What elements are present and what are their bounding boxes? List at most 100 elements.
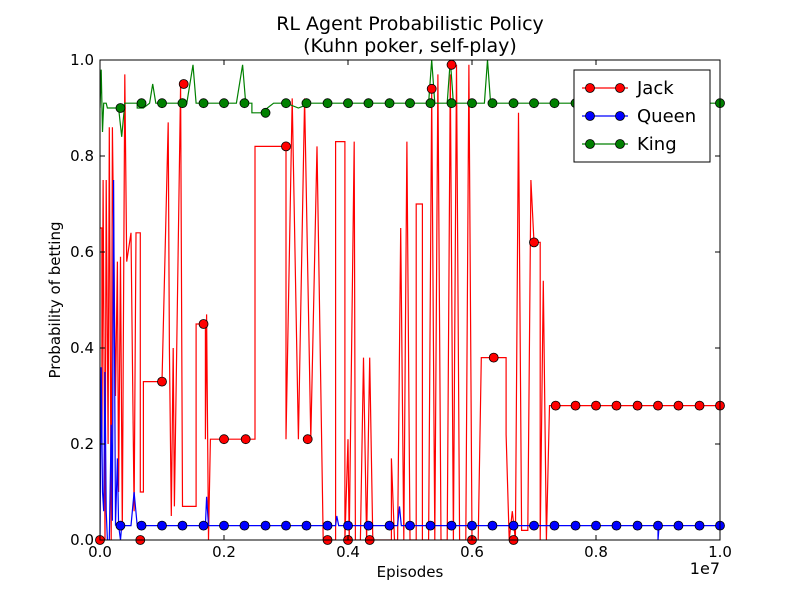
series-marker-king bbox=[219, 98, 229, 109]
axes-frame bbox=[99, 59, 721, 541]
series-marker-queen bbox=[198, 520, 209, 531]
series-marker-jack bbox=[157, 376, 167, 387]
series-marker-queen bbox=[570, 520, 581, 531]
series-marker-jack bbox=[570, 400, 581, 411]
series-marker-queen bbox=[653, 520, 663, 531]
y-tick-label: 0.4 bbox=[70, 339, 94, 357]
y-tick-label: 1.0 bbox=[70, 51, 94, 69]
series-marker-king bbox=[549, 98, 560, 109]
series-marker-jack bbox=[488, 352, 499, 363]
series-marker-king bbox=[177, 98, 188, 109]
legend: Jack Queen King bbox=[573, 69, 711, 163]
series-marker-king bbox=[384, 98, 395, 109]
series-marker-jack bbox=[694, 400, 705, 411]
legend-jack-label: Jack bbox=[636, 78, 674, 99]
series-marker-king bbox=[136, 98, 147, 109]
series-marker-queen bbox=[177, 520, 188, 531]
series-marker-queen bbox=[384, 520, 395, 531]
series-marker-king bbox=[467, 98, 477, 109]
series-marker-jack bbox=[426, 83, 437, 94]
series-marker-jack bbox=[198, 319, 209, 329]
series-marker-queen bbox=[467, 520, 477, 531]
series-marker-queen bbox=[446, 520, 457, 531]
x-tick-label: 0.4 bbox=[336, 543, 360, 561]
series-marker-queen bbox=[157, 520, 167, 531]
series-marker-king bbox=[260, 107, 271, 118]
x-axis-offset-label: 1e7 bbox=[690, 559, 720, 578]
legend-queen-marker bbox=[615, 111, 625, 121]
x-tick-label: 0.0 bbox=[88, 543, 112, 561]
series-marker-queen bbox=[487, 520, 498, 531]
series-marker-queen bbox=[115, 520, 126, 531]
y-tick-label: 0.2 bbox=[70, 435, 94, 453]
series-marker-jack bbox=[611, 400, 622, 411]
x-tick-label: 0.2 bbox=[212, 543, 236, 561]
legend-queen-marker bbox=[585, 111, 595, 121]
series-marker-queen bbox=[281, 520, 291, 531]
series-marker-queen bbox=[632, 520, 643, 531]
series-marker-jack bbox=[653, 400, 663, 411]
x-tick-label: 0.6 bbox=[460, 543, 484, 561]
series-marker-queen bbox=[301, 520, 312, 531]
series-marker-king bbox=[322, 98, 333, 109]
series-marker-king bbox=[446, 98, 457, 109]
series-marker-queen bbox=[549, 520, 560, 531]
series-marker-jack bbox=[219, 434, 229, 445]
series-marker-king bbox=[157, 98, 167, 109]
series-marker-jack bbox=[529, 237, 539, 248]
series-marker-jack bbox=[550, 400, 561, 411]
series-marker-jack bbox=[673, 400, 684, 411]
series-marker-queen bbox=[591, 520, 601, 531]
legend-entry-king: King bbox=[582, 134, 677, 155]
series-marker-queen bbox=[322, 520, 333, 531]
series-marker-queen bbox=[260, 520, 271, 531]
series-marker-queen bbox=[363, 520, 374, 531]
series-marker-queen bbox=[239, 520, 250, 531]
y-tick-label: 0.6 bbox=[70, 243, 94, 261]
series-marker-king bbox=[239, 98, 250, 109]
series-marker-king bbox=[405, 98, 415, 109]
series-marker-king bbox=[198, 98, 209, 109]
series-marker-queen bbox=[673, 520, 684, 531]
x-axis-label: Episodes bbox=[377, 563, 444, 581]
series-marker-jack bbox=[591, 400, 601, 411]
series-marker-king bbox=[508, 98, 519, 109]
y-tick-label: 0.0 bbox=[70, 531, 94, 549]
legend-entry-queen: Queen bbox=[582, 106, 696, 127]
legend-king-label: King bbox=[637, 134, 677, 155]
series-marker-jack bbox=[240, 434, 251, 445]
series-marker-king bbox=[425, 98, 436, 109]
series-marker-queen bbox=[529, 520, 539, 531]
series-marker-jack bbox=[632, 400, 643, 411]
series-marker-jack bbox=[178, 79, 189, 89]
series-marker-queen bbox=[611, 520, 622, 531]
chart-title-line-1: RL Agent Probabilistic Policy bbox=[276, 13, 544, 35]
series-marker-queen bbox=[405, 520, 415, 531]
series-marker-queen bbox=[136, 520, 147, 531]
series-marker-queen bbox=[508, 520, 519, 531]
legend-king-marker bbox=[585, 139, 595, 149]
series-marker-king bbox=[529, 98, 539, 109]
series-marker-king bbox=[363, 98, 374, 109]
legend-jack-marker bbox=[585, 83, 595, 93]
series-marker-jack bbox=[302, 434, 313, 445]
series-marker-king bbox=[115, 103, 126, 113]
series-marker-jack bbox=[281, 141, 291, 152]
x-tick-label: 1.0 bbox=[708, 543, 732, 561]
y-tick-label: 0.8 bbox=[70, 147, 94, 165]
series-marker-queen bbox=[425, 520, 436, 531]
series-line-jack bbox=[100, 64, 720, 540]
series-marker-queen bbox=[219, 520, 229, 531]
series-marker-jack bbox=[446, 59, 457, 70]
ticks-layer: 0.0 0.2 0.4 0.6 0.8 1.0 0.0 0.2 0.4 0.6 0.8 1.0 bbox=[70, 51, 732, 561]
series-line-king bbox=[100, 60, 720, 137]
series-marker-queen bbox=[694, 520, 705, 531]
series-marker-king bbox=[487, 98, 498, 109]
legend-queen-label: Queen bbox=[637, 106, 696, 127]
legend-entry-jack: Jack bbox=[582, 78, 674, 99]
series-marker-queen bbox=[343, 520, 353, 531]
series-marker-king bbox=[343, 98, 353, 109]
x-tick-label: 0.8 bbox=[584, 543, 608, 561]
chart-title-line-2: (Kuhn poker, self-play) bbox=[303, 35, 517, 57]
